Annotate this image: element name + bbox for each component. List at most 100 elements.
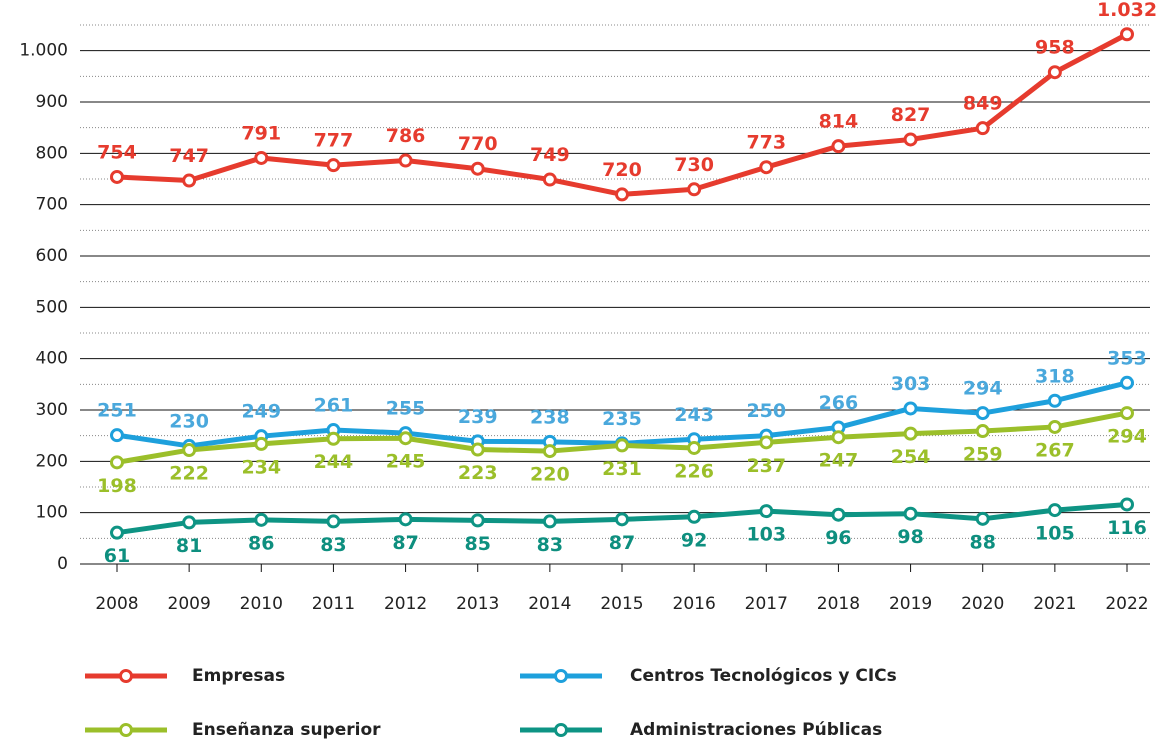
- point: [398, 153, 413, 168]
- point: [326, 431, 341, 446]
- value-label: 61: [104, 545, 130, 567]
- point: [1120, 375, 1134, 390]
- point: [470, 513, 485, 528]
- x-tick-label: 2018: [817, 594, 860, 614]
- value-label: 116: [1107, 517, 1147, 539]
- value-label: 720: [602, 159, 642, 181]
- point: [1047, 419, 1062, 434]
- value-label: 247: [819, 450, 859, 472]
- value-label: 87: [392, 532, 418, 554]
- x-tick-label: 2011: [312, 594, 355, 614]
- legend-marker: [119, 723, 133, 737]
- legend-marker: [554, 723, 568, 737]
- value-label: 827: [891, 104, 931, 126]
- legend-label: Administraciones Públicas: [630, 720, 882, 740]
- point: [831, 139, 846, 154]
- point: [182, 443, 197, 458]
- legend-marker: [554, 669, 568, 683]
- legend-label: Empresas: [192, 666, 285, 686]
- value-label: 261: [314, 395, 354, 417]
- value-label: 1.032: [1097, 0, 1157, 21]
- point: [615, 438, 629, 453]
- value-label: 83: [320, 534, 346, 556]
- point: [759, 504, 774, 519]
- value-label: 226: [674, 460, 714, 482]
- value-label: 98: [897, 526, 923, 548]
- point: [831, 430, 846, 445]
- value-label: 754: [97, 141, 137, 163]
- value-label: 255: [386, 398, 426, 420]
- point: [903, 401, 918, 416]
- point: [1120, 497, 1134, 512]
- value-label: 244: [314, 451, 354, 473]
- value-label: 318: [1035, 365, 1075, 387]
- y-tick-label: 800: [36, 143, 68, 163]
- x-tick-label: 2021: [1033, 594, 1076, 614]
- value-label: 251: [97, 400, 137, 422]
- point: [975, 121, 990, 136]
- value-label: 267: [1035, 439, 1075, 461]
- point: [254, 150, 269, 165]
- value-label: 254: [891, 446, 931, 468]
- y-tick-label: 900: [36, 92, 68, 112]
- x-tick-label: 2009: [168, 594, 211, 614]
- point: [687, 440, 702, 455]
- point: [903, 132, 918, 147]
- point: [1120, 27, 1134, 42]
- y-tick-label: 100: [36, 503, 68, 523]
- point: [831, 507, 846, 522]
- point: [1047, 65, 1062, 80]
- value-label: 749: [530, 144, 570, 166]
- value-label: 303: [891, 373, 931, 395]
- value-label: 747: [169, 145, 209, 167]
- y-tick-label: 1.000: [19, 41, 68, 61]
- y-tick-label: 700: [36, 195, 68, 215]
- point: [110, 428, 124, 443]
- point: [182, 515, 197, 530]
- point: [759, 160, 774, 175]
- value-label: 770: [458, 133, 498, 155]
- value-label: 234: [241, 456, 281, 478]
- value-label: 198: [97, 475, 137, 497]
- value-label: 96: [825, 527, 851, 549]
- point: [326, 158, 341, 173]
- point: [975, 511, 990, 526]
- y-tick-label: 200: [36, 451, 68, 471]
- value-label: 85: [464, 533, 490, 555]
- legend-marker: [119, 669, 133, 683]
- point: [470, 442, 485, 457]
- point: [903, 426, 918, 441]
- x-tick-label: 2013: [456, 594, 499, 614]
- value-label: 958: [1035, 37, 1075, 59]
- value-label: 92: [681, 529, 707, 551]
- value-label: 237: [746, 455, 786, 477]
- legend-label: Centros Tecnológicos y CICs: [630, 666, 897, 686]
- value-label: 238: [530, 406, 570, 428]
- value-label: 814: [819, 111, 859, 133]
- value-label: 730: [674, 154, 714, 176]
- x-tick-label: 2022: [1105, 594, 1148, 614]
- value-label: 88: [969, 531, 995, 553]
- point: [687, 182, 702, 197]
- value-label: 235: [602, 408, 642, 430]
- value-label: 777: [314, 130, 354, 152]
- point: [615, 187, 629, 202]
- value-label: 230: [169, 410, 209, 432]
- value-label: 83: [537, 534, 563, 556]
- value-label: 86: [248, 532, 274, 554]
- point: [110, 169, 124, 184]
- x-tick-label: 2017: [745, 594, 788, 614]
- point: [1047, 503, 1062, 518]
- x-tick-label: 2019: [889, 594, 932, 614]
- point: [1120, 406, 1134, 421]
- value-label: 81: [176, 535, 202, 557]
- point: [110, 455, 124, 470]
- x-tick-label: 2008: [95, 594, 138, 614]
- value-label: 250: [746, 400, 786, 422]
- point: [182, 173, 197, 188]
- value-label: 105: [1035, 523, 1075, 545]
- value-label: 773: [746, 132, 786, 154]
- x-tick-label: 2014: [528, 594, 571, 614]
- value-label: 259: [963, 444, 1003, 466]
